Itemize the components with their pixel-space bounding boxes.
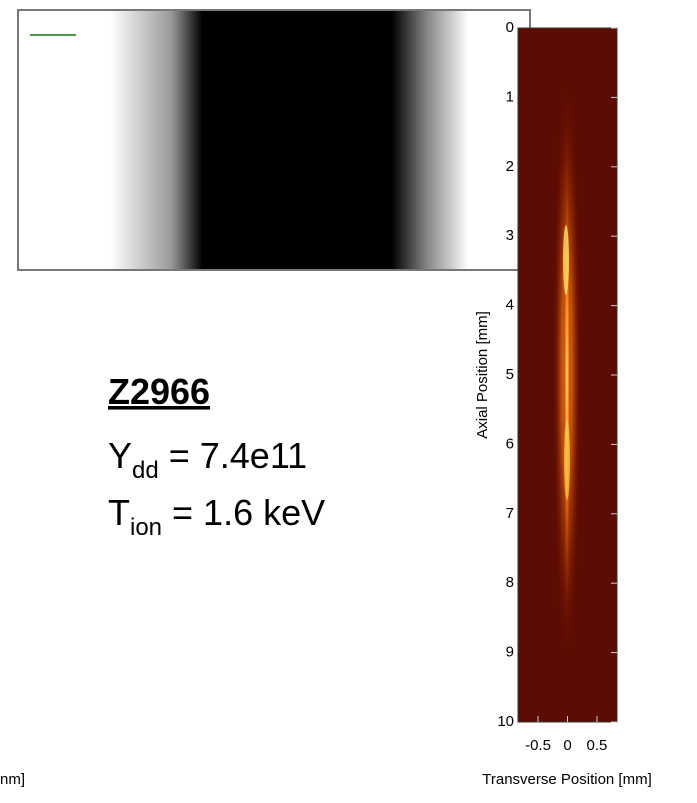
y-tick-label: 1 — [506, 88, 514, 105]
radiograph-image — [17, 9, 531, 271]
yield-subscript: dd — [132, 457, 159, 484]
x-tick-label: 0 — [563, 737, 571, 754]
streak-hotspot — [563, 225, 569, 295]
temperature-symbol: T — [108, 492, 130, 533]
x-axis-label: Transverse Position [mm] — [482, 771, 652, 788]
y-axis-label: Axial Position [mm] — [474, 311, 491, 439]
y-tick-label: 9 — [506, 644, 514, 661]
y-tick-label: 8 — [506, 574, 514, 591]
y-tick-label: 3 — [506, 227, 514, 244]
x-tick-label: -0.5 — [525, 737, 551, 754]
yield-label: Ydd = 7.4e11 — [108, 435, 307, 484]
temperature-value: = 1.6 keV — [162, 492, 325, 533]
streak-hotspot — [564, 420, 570, 500]
y-tick-label: 6 — [506, 435, 514, 452]
temperature-subscript: ion — [130, 514, 162, 541]
temperature-label: Tion = 1.6 keV — [108, 492, 325, 541]
y-tick-label: 2 — [506, 158, 514, 175]
y-tick-label: 0 — [506, 19, 514, 36]
x-tick-label: 0.5 — [587, 737, 608, 754]
y-tick-label: 4 — [506, 297, 514, 314]
yield-symbol: Y — [108, 435, 132, 476]
y-tick-label: 10 — [497, 713, 514, 730]
y-tick-label: 7 — [506, 505, 514, 522]
y-tick-label: 5 — [506, 366, 514, 383]
shot-label: Z2966 — [108, 371, 210, 412]
yield-value: = 7.4e11 — [159, 435, 307, 476]
streak-core — [563, 130, 571, 630]
radiograph — [17, 9, 531, 271]
cut-axis-label: nm] — [0, 771, 25, 788]
emission-streak — [553, 80, 581, 660]
